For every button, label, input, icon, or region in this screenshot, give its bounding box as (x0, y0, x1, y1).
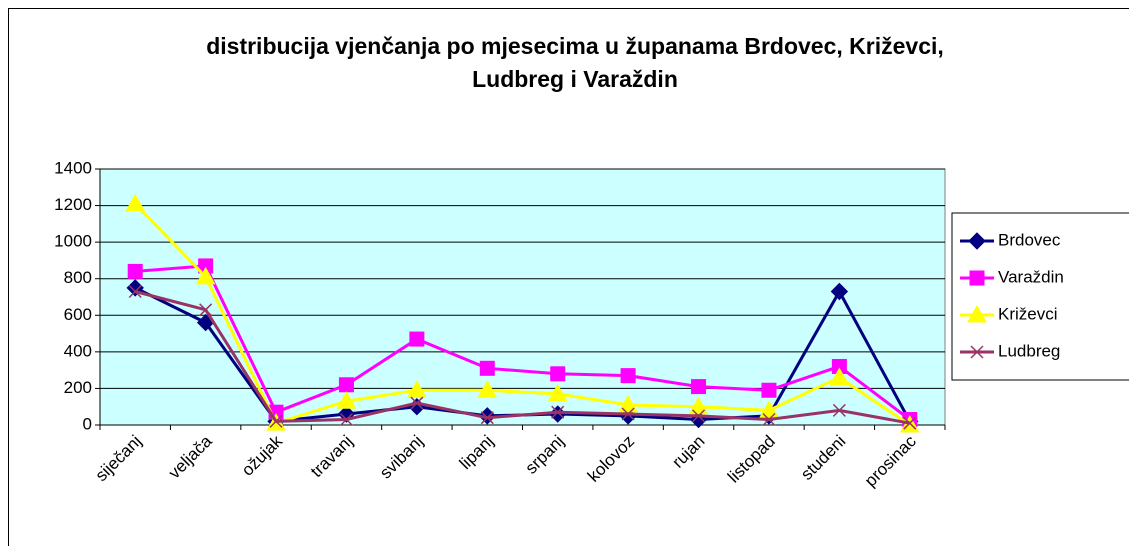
data-point (479, 360, 495, 376)
data-point (338, 377, 354, 393)
y-tick-label: 1400 (54, 158, 92, 177)
data-point (692, 409, 706, 423)
data-point (620, 368, 636, 384)
legend-label: Križevci (998, 304, 1058, 323)
data-point (830, 282, 849, 301)
data-point (480, 411, 494, 425)
data-point (410, 396, 424, 410)
legend-label: Ludbreg (998, 341, 1060, 360)
y-tick-label: 1200 (54, 195, 92, 214)
y-tick-label: 800 (64, 268, 92, 287)
data-point (125, 193, 146, 212)
data-point (477, 380, 498, 398)
y-tick-label: 0 (83, 414, 92, 433)
data-point (337, 405, 356, 423)
data-point (829, 367, 850, 385)
plot-area (99, 168, 946, 426)
legend-label: Varaždin (998, 267, 1064, 286)
series-line (134, 290, 911, 425)
data-point (195, 266, 216, 285)
data-point (903, 416, 917, 430)
legend-marker (969, 270, 985, 286)
legend-marker (968, 232, 986, 250)
data-point (618, 394, 638, 413)
y-tick-label: 400 (64, 341, 92, 360)
data-point (832, 403, 846, 417)
data-point (688, 396, 709, 415)
data-point (127, 263, 143, 279)
data-point (336, 391, 357, 409)
legend-label: Brdovec (998, 230, 1061, 249)
data-point (339, 412, 353, 427)
chart-title: distribucija vjenčanja po mjesecima u žu… (206, 33, 944, 92)
y-tick-label: 1000 (54, 232, 92, 251)
series-line (134, 202, 911, 427)
data-point (691, 379, 707, 395)
series-line (135, 264, 911, 421)
data-point (407, 380, 427, 398)
y-tick-label: 200 (64, 378, 92, 397)
data-point (128, 284, 142, 299)
data-point (761, 382, 777, 398)
legend-marker (967, 304, 987, 323)
data-point (621, 407, 635, 421)
data-point (547, 383, 568, 402)
data-point (269, 414, 283, 428)
legend-marker (970, 345, 984, 359)
data-point (409, 331, 425, 347)
data-point (762, 412, 776, 427)
data-point (550, 366, 566, 382)
data-point (759, 400, 779, 418)
data-point (551, 405, 565, 419)
y-tick-label: 600 (64, 305, 92, 324)
data-point (199, 303, 213, 317)
